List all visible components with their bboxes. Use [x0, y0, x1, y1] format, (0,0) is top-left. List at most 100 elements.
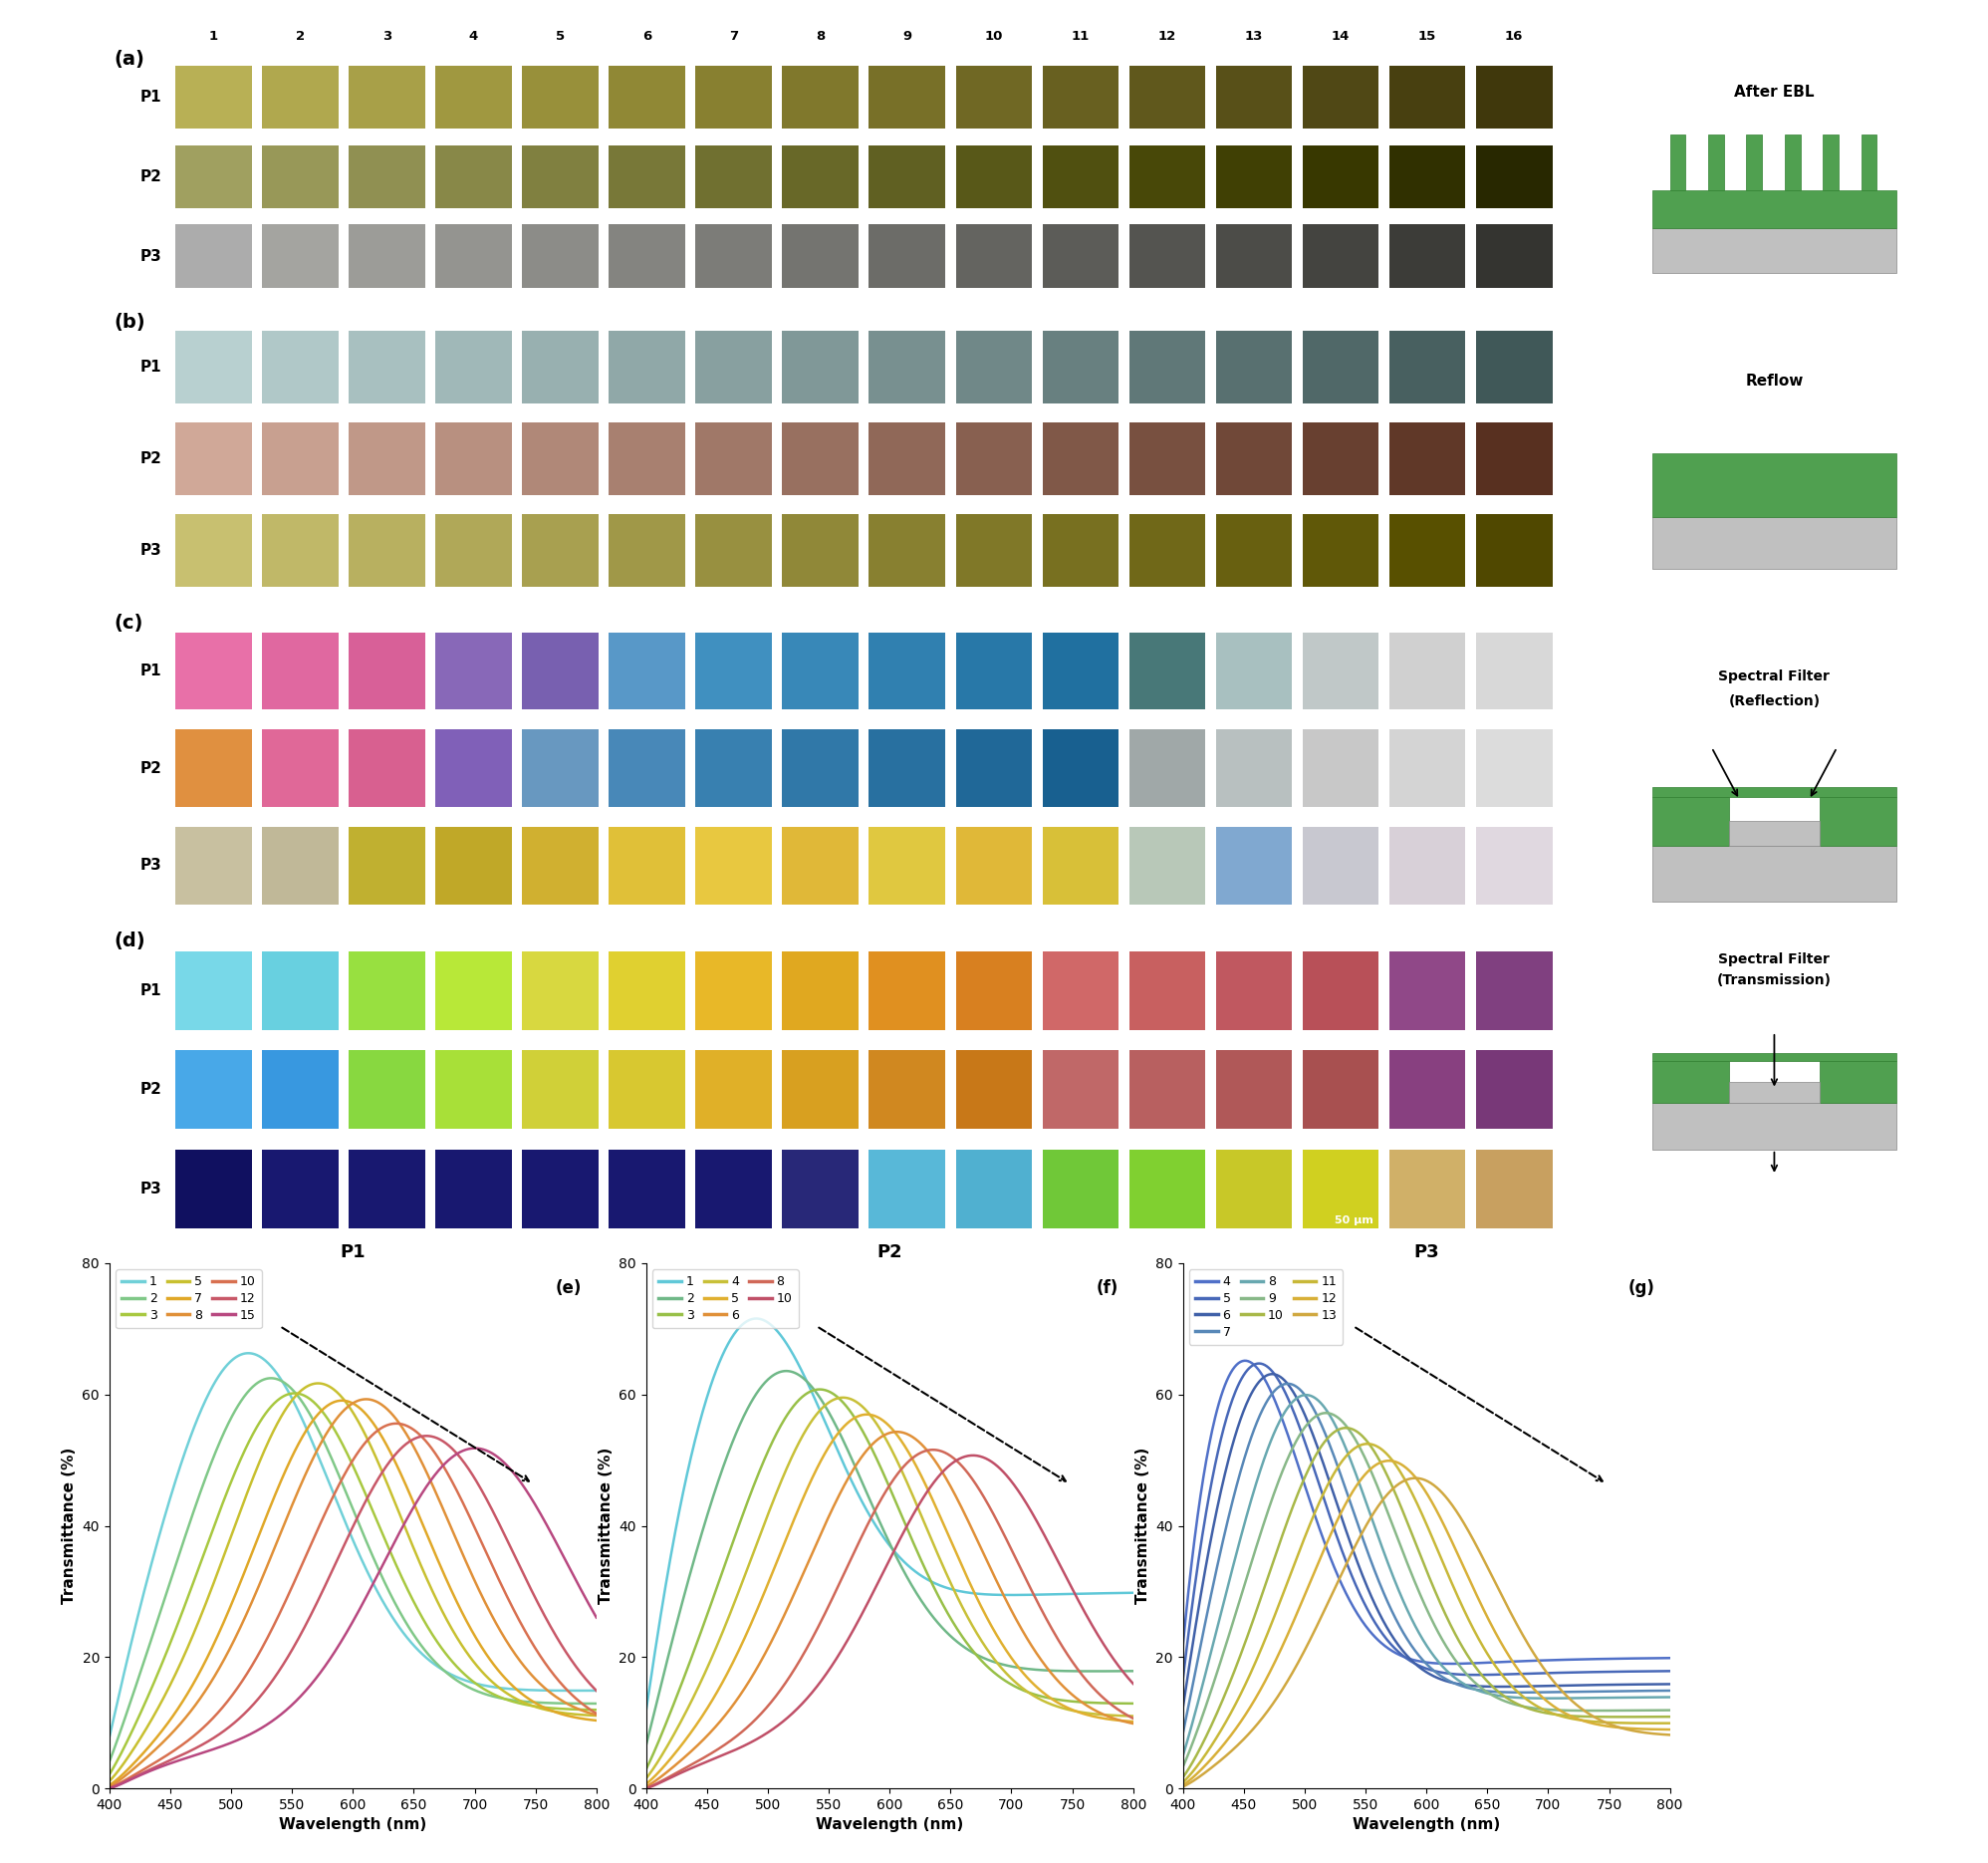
FancyBboxPatch shape — [781, 827, 859, 904]
FancyBboxPatch shape — [869, 827, 944, 904]
FancyBboxPatch shape — [1129, 730, 1205, 807]
FancyBboxPatch shape — [175, 952, 252, 1030]
FancyBboxPatch shape — [1129, 225, 1205, 289]
FancyBboxPatch shape — [1302, 632, 1380, 710]
FancyBboxPatch shape — [523, 730, 598, 807]
Text: 12: 12 — [1159, 30, 1177, 43]
FancyBboxPatch shape — [1129, 952, 1205, 1030]
FancyBboxPatch shape — [696, 514, 771, 587]
Text: (Reflection): (Reflection) — [1728, 695, 1821, 708]
FancyBboxPatch shape — [1217, 145, 1292, 209]
FancyBboxPatch shape — [348, 145, 425, 209]
FancyBboxPatch shape — [435, 632, 511, 710]
FancyBboxPatch shape — [523, 952, 598, 1030]
FancyBboxPatch shape — [869, 145, 944, 209]
FancyBboxPatch shape — [869, 225, 944, 289]
FancyBboxPatch shape — [869, 1149, 944, 1228]
Text: Spectral Filter: Spectral Filter — [1718, 671, 1831, 684]
FancyBboxPatch shape — [348, 952, 425, 1030]
FancyBboxPatch shape — [781, 632, 859, 710]
FancyBboxPatch shape — [781, 1149, 859, 1228]
FancyBboxPatch shape — [1042, 423, 1119, 496]
FancyBboxPatch shape — [1390, 225, 1465, 289]
FancyBboxPatch shape — [523, 1149, 598, 1228]
FancyBboxPatch shape — [1042, 332, 1119, 404]
FancyBboxPatch shape — [1129, 145, 1205, 209]
FancyBboxPatch shape — [1217, 632, 1292, 710]
FancyBboxPatch shape — [696, 632, 771, 710]
FancyBboxPatch shape — [696, 952, 771, 1030]
Title: P2: P2 — [877, 1244, 903, 1261]
FancyBboxPatch shape — [523, 423, 598, 496]
Title: P1: P1 — [340, 1244, 366, 1261]
FancyBboxPatch shape — [1475, 514, 1553, 587]
Y-axis label: Transmittance (%): Transmittance (%) — [62, 1448, 78, 1604]
FancyBboxPatch shape — [1129, 332, 1205, 404]
FancyBboxPatch shape — [1475, 1051, 1553, 1129]
FancyBboxPatch shape — [435, 65, 511, 129]
FancyBboxPatch shape — [956, 65, 1032, 129]
FancyBboxPatch shape — [608, 952, 686, 1030]
FancyBboxPatch shape — [1302, 423, 1380, 496]
FancyBboxPatch shape — [781, 730, 859, 807]
Text: Spectral Filter: Spectral Filter — [1718, 952, 1831, 967]
FancyBboxPatch shape — [1217, 730, 1292, 807]
FancyBboxPatch shape — [956, 332, 1032, 404]
Text: After EBL: After EBL — [1734, 84, 1815, 99]
FancyBboxPatch shape — [435, 952, 511, 1030]
Text: Reflow: Reflow — [1745, 374, 1803, 389]
Text: P1: P1 — [139, 984, 161, 999]
FancyBboxPatch shape — [348, 225, 425, 289]
Text: (f): (f) — [1097, 1278, 1119, 1297]
FancyBboxPatch shape — [1390, 332, 1465, 404]
FancyBboxPatch shape — [608, 1051, 686, 1129]
Text: 13: 13 — [1244, 30, 1262, 43]
FancyBboxPatch shape — [956, 730, 1032, 807]
X-axis label: Wavelength (nm): Wavelength (nm) — [815, 1818, 964, 1833]
FancyBboxPatch shape — [956, 145, 1032, 209]
FancyBboxPatch shape — [262, 1051, 338, 1129]
FancyBboxPatch shape — [956, 423, 1032, 496]
FancyBboxPatch shape — [1217, 514, 1292, 587]
FancyBboxPatch shape — [1475, 145, 1553, 209]
FancyBboxPatch shape — [1129, 1051, 1205, 1129]
FancyBboxPatch shape — [781, 65, 859, 129]
FancyBboxPatch shape — [608, 332, 686, 404]
FancyBboxPatch shape — [696, 145, 771, 209]
Text: 4: 4 — [469, 30, 479, 43]
FancyBboxPatch shape — [1302, 1149, 1380, 1228]
Text: 3: 3 — [382, 30, 392, 43]
Bar — [1652, 1053, 1897, 1060]
FancyBboxPatch shape — [1129, 827, 1205, 904]
Bar — [1785, 134, 1801, 190]
FancyBboxPatch shape — [262, 332, 338, 404]
FancyBboxPatch shape — [869, 952, 944, 1030]
FancyBboxPatch shape — [1042, 225, 1119, 289]
FancyBboxPatch shape — [1475, 332, 1553, 404]
Bar — [1730, 822, 1819, 846]
FancyBboxPatch shape — [869, 514, 944, 587]
FancyBboxPatch shape — [523, 827, 598, 904]
FancyBboxPatch shape — [175, 332, 252, 404]
FancyBboxPatch shape — [262, 145, 338, 209]
FancyBboxPatch shape — [175, 632, 252, 710]
FancyBboxPatch shape — [1390, 145, 1465, 209]
FancyBboxPatch shape — [1042, 632, 1119, 710]
FancyBboxPatch shape — [1042, 952, 1119, 1030]
FancyBboxPatch shape — [1302, 514, 1380, 587]
FancyBboxPatch shape — [435, 145, 511, 209]
Bar — [1652, 1060, 1730, 1103]
Bar — [1861, 134, 1877, 190]
FancyBboxPatch shape — [348, 65, 425, 129]
FancyBboxPatch shape — [175, 730, 252, 807]
FancyBboxPatch shape — [1129, 1149, 1205, 1228]
FancyBboxPatch shape — [435, 225, 511, 289]
FancyBboxPatch shape — [1042, 514, 1119, 587]
Text: (Transmission): (Transmission) — [1718, 972, 1831, 987]
FancyBboxPatch shape — [1390, 423, 1465, 496]
FancyBboxPatch shape — [696, 225, 771, 289]
FancyBboxPatch shape — [262, 827, 338, 904]
FancyBboxPatch shape — [435, 423, 511, 496]
X-axis label: Wavelength (nm): Wavelength (nm) — [278, 1818, 427, 1833]
FancyBboxPatch shape — [608, 65, 686, 129]
